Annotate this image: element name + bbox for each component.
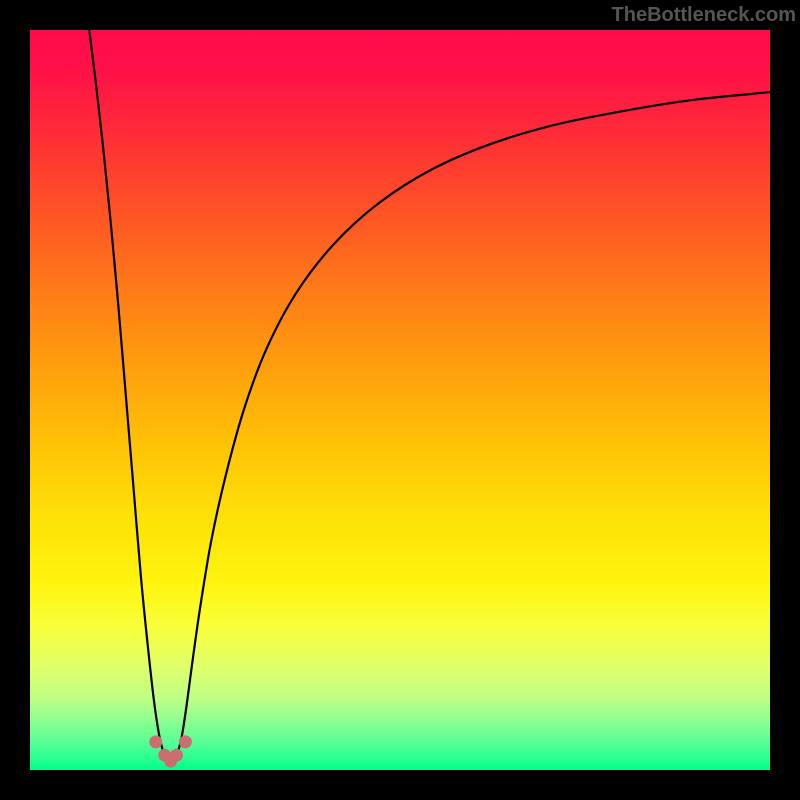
chart-container: TheBottleneck.com [0,0,800,800]
watermark-text: TheBottleneck.com [612,4,796,27]
plot-area [30,30,770,770]
bottleneck-marker [170,749,183,762]
marker-layer [30,30,770,770]
bottleneck-marker [179,735,192,748]
bottleneck-marker [149,735,162,748]
